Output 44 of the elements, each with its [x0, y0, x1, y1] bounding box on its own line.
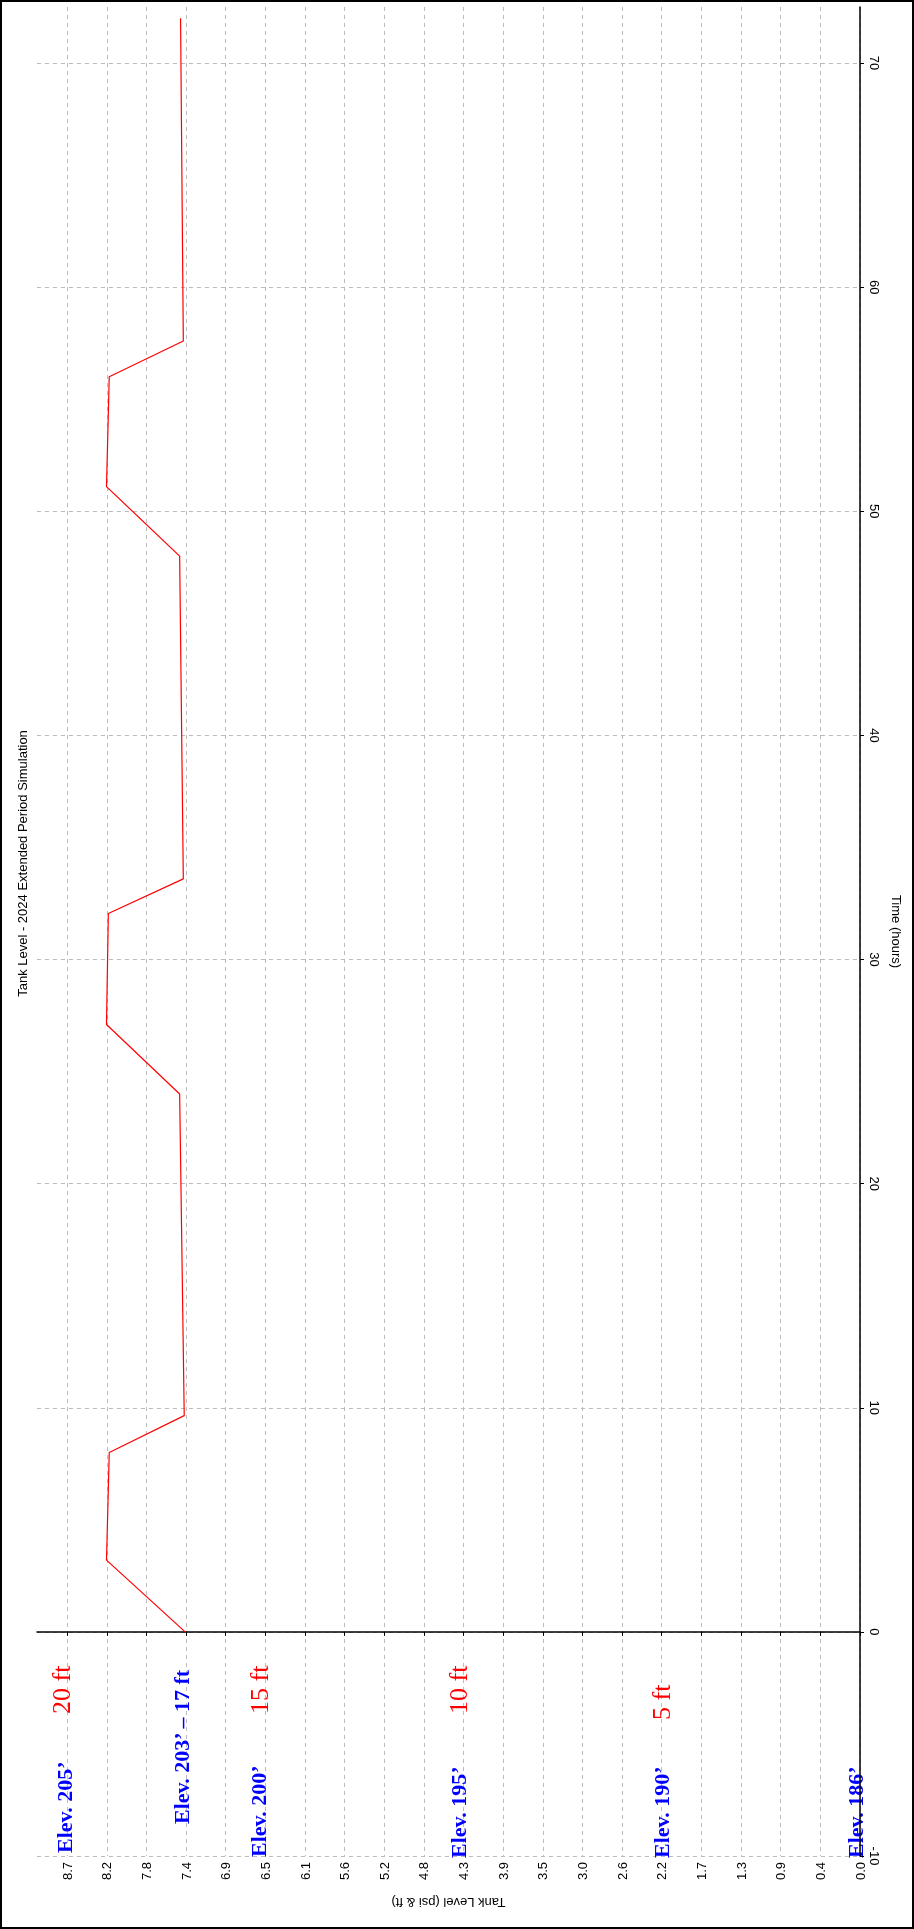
y-tick-label: -10 [867, 1846, 882, 1866]
x-tick-label: 4.8 [416, 1862, 432, 1881]
y-tick-label: 30 [867, 952, 882, 967]
annotation: Elev. 190’ [648, 1766, 674, 1858]
annotation: Elev. 186’ [842, 1766, 868, 1858]
text: Tank Level - 2024 Extended Period Simulation [14, 730, 30, 997]
x-tick-label: 8.2 [99, 1862, 115, 1881]
annotation: Elev. 205’ [51, 1761, 77, 1853]
annotation: 10 ft [443, 1664, 473, 1714]
y-tick-label: 70 [867, 55, 882, 71]
x-tick-label: 1.7 [693, 1862, 709, 1881]
x-tick-label: 4.3 [456, 1862, 472, 1881]
x-tick-label: 3.0 [574, 1862, 590, 1881]
y-tick-label: 0 [867, 1628, 882, 1636]
y-tick-label: 40 [867, 728, 882, 743]
x-tick-label: 5.2 [376, 1862, 392, 1881]
y-tick-label: 20 [867, 1176, 882, 1191]
x-tick-label: 0.9 [773, 1862, 789, 1881]
annotation: 5 ft [646, 1683, 676, 1720]
y-tick-label: 50 [867, 504, 882, 519]
x-tick-label: 6.9 [218, 1862, 234, 1881]
annotation: 20 ft [46, 1664, 76, 1714]
y-tick-label: 60 [867, 279, 882, 295]
x-tick-label: 6.5 [257, 1862, 273, 1881]
x-tick-label: 2.2 [654, 1862, 670, 1881]
x-tick-label: 2.6 [614, 1862, 630, 1881]
line-series [105, 17, 186, 1633]
x-tick-label: 7.8 [138, 1862, 154, 1881]
x-tick-label: 1.3 [733, 1862, 749, 1881]
y-axis-title: Time (hours) [889, 894, 904, 969]
x-tick-label: 0.0 [852, 1862, 868, 1881]
x-tick-label: 7.4 [178, 1862, 194, 1881]
y-tick-label: 10 [867, 1400, 882, 1415]
annotation: 15 ft [244, 1664, 274, 1714]
x-tick-label: 3.5 [535, 1862, 551, 1881]
x-axis-title: Tank Level (psi & ft) [391, 1895, 506, 1910]
x-tick-label: 6.1 [297, 1862, 313, 1881]
annotation: Elev. 200’ [245, 1765, 271, 1857]
x-tick-label: 0.4 [812, 1862, 828, 1881]
x-tick-label: 8.7 [59, 1862, 75, 1881]
x-tick-label: 5.6 [337, 1862, 353, 1881]
annotation: Elev. 203’ – 17 ft [168, 1669, 194, 1824]
annotation: Elev. 195’ [445, 1766, 471, 1858]
x-tick-label: 3.9 [495, 1862, 511, 1881]
